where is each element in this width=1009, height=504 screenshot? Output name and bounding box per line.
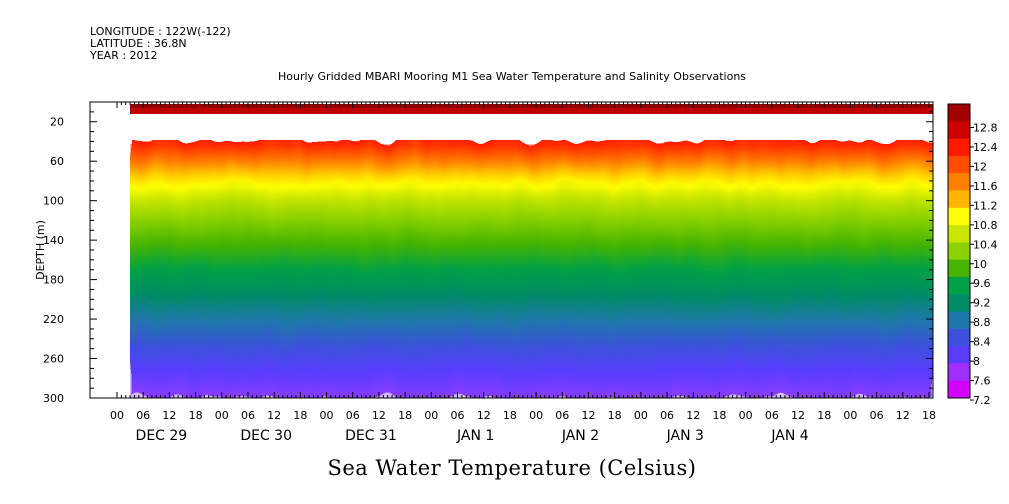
colorbar-label: 12.8 xyxy=(973,121,998,134)
x-hour-label: 18 xyxy=(608,409,622,422)
chart-title: Hourly Gridded MBARI Mooring M1 Sea Wate… xyxy=(278,70,746,83)
x-day-label: DEC 30 xyxy=(240,428,292,444)
colorbar-label: 10.8 xyxy=(973,219,998,232)
colorbar-swatch xyxy=(948,207,970,226)
x-hour-label: 06 xyxy=(870,409,884,422)
x-hour-label: 12 xyxy=(896,409,910,422)
x-hour-label: 00 xyxy=(320,409,334,422)
colorbar-label: 10 xyxy=(973,258,987,271)
y-tick-label: 60 xyxy=(50,155,64,168)
x-hour-label: 18 xyxy=(817,409,831,422)
colorbar-label: 7.2 xyxy=(973,394,991,407)
x-hour-label: 12 xyxy=(372,409,386,422)
x-hour-label: 00 xyxy=(634,409,648,422)
x-day-label: DEC 31 xyxy=(345,428,397,444)
colorbar-label: 8.8 xyxy=(973,316,991,329)
colorbar-label: 11.2 xyxy=(973,199,998,212)
plot-area xyxy=(89,101,934,399)
colorbar-swatch xyxy=(948,328,970,347)
x-day-label: JAN 1 xyxy=(456,428,494,444)
colorbar-swatch xyxy=(948,259,970,278)
colorbar-swatch xyxy=(948,276,970,295)
x-hour-label: 06 xyxy=(346,409,360,422)
y-tick-label: 220 xyxy=(43,313,64,326)
surface-band-top xyxy=(130,104,933,108)
x-hour-label: 06 xyxy=(241,409,255,422)
colorbar-swatch xyxy=(948,121,970,140)
colorbar-label: 11.6 xyxy=(973,180,998,193)
x-hour-label: 12 xyxy=(267,409,281,422)
y-tick-label: 300 xyxy=(43,392,64,405)
colorbar-label: 12 xyxy=(973,160,987,173)
x-hour-label: 00 xyxy=(110,409,124,422)
y-tick-label: 140 xyxy=(43,234,64,247)
colorbar-swatch xyxy=(948,294,970,313)
colorbar-swatch xyxy=(948,104,970,122)
colorbar-swatch xyxy=(948,242,970,261)
x-hour-label: 06 xyxy=(451,409,465,422)
colorbar-swatch xyxy=(948,138,970,157)
x-hour-label: 06 xyxy=(765,409,779,422)
colorbar-swatch xyxy=(948,173,970,191)
y-axis-label: DEPTH (m) xyxy=(34,220,47,280)
x-hour-label: 00 xyxy=(215,409,229,422)
surface-band xyxy=(130,104,933,114)
y-tick-label: 20 xyxy=(50,116,64,129)
x-hour-label: 06 xyxy=(136,409,150,422)
colorbar-frame xyxy=(947,103,971,399)
latitude-label: LATITUDE : 36.8N xyxy=(90,37,187,50)
x-hour-label: 00 xyxy=(424,409,438,422)
colorbar-label: 9.2 xyxy=(973,297,991,310)
colorbar-label: 8 xyxy=(973,355,980,368)
colorbar-swatch xyxy=(948,155,970,174)
x-hour-label: 12 xyxy=(162,409,176,422)
x-hour-label: 18 xyxy=(293,409,307,422)
x-hour-label: 12 xyxy=(791,409,805,422)
x-hour-label: 18 xyxy=(922,409,936,422)
y-axis: 20 60 100 140 180 220 260 300 xyxy=(43,101,933,405)
longitude-label: LONGITUDE : 122W(-122) xyxy=(90,25,231,38)
x-hour-label: 00 xyxy=(843,409,857,422)
colorbar-label: 10.4 xyxy=(973,238,998,251)
colorbar-label: 8.4 xyxy=(973,336,991,349)
x-axis: 00 06 12 18 00 06 12 18 00 06 12 18 00 06 12 18 00 06 12 18… xyxy=(110,102,936,444)
colorbar-title: Sea Water Temperature (Celsius) xyxy=(327,456,696,480)
colorbar-swatch xyxy=(948,311,970,330)
x-day-label: JAN 3 xyxy=(666,428,704,444)
colorbar: 12.8 12.4 12 11.6 11.2 10.8 10.4 10 9.6 9.2 8.8 8.4… xyxy=(947,103,998,407)
x-day-label: JAN 4 xyxy=(770,428,808,444)
x-day-label: JAN 2 xyxy=(561,428,599,444)
x-hour-label: 12 xyxy=(477,409,491,422)
colorbar-label: 9.6 xyxy=(973,277,991,290)
x-hour-label: 00 xyxy=(529,409,543,422)
x-hour-label: 12 xyxy=(686,409,700,422)
y-tick-label: 260 xyxy=(43,353,64,366)
year-label: YEAR : 2012 xyxy=(89,49,158,62)
x-hour-label: 18 xyxy=(712,409,726,422)
x-hour-label: 12 xyxy=(581,409,595,422)
colorbar-swatch xyxy=(948,190,970,209)
x-hour-label: 18 xyxy=(189,409,203,422)
y-tick-label: 100 xyxy=(43,195,64,208)
x-hour-label: 06 xyxy=(660,409,674,422)
x-day-label: DEC 29 xyxy=(136,428,188,444)
colorbar-swatch xyxy=(948,363,970,382)
x-hour-label: 18 xyxy=(398,409,412,422)
x-hour-label: 00 xyxy=(739,409,753,422)
colorbar-swatch xyxy=(948,380,970,399)
colorbar-label: 7.6 xyxy=(973,375,991,388)
x-hour-label: 06 xyxy=(555,409,569,422)
colorbar-swatch xyxy=(948,225,970,243)
x-hour-label: 18 xyxy=(503,409,517,422)
y-tick-label: 180 xyxy=(43,274,64,287)
colorbar-swatch xyxy=(948,346,970,364)
colorbar-label: 12.4 xyxy=(973,141,998,154)
